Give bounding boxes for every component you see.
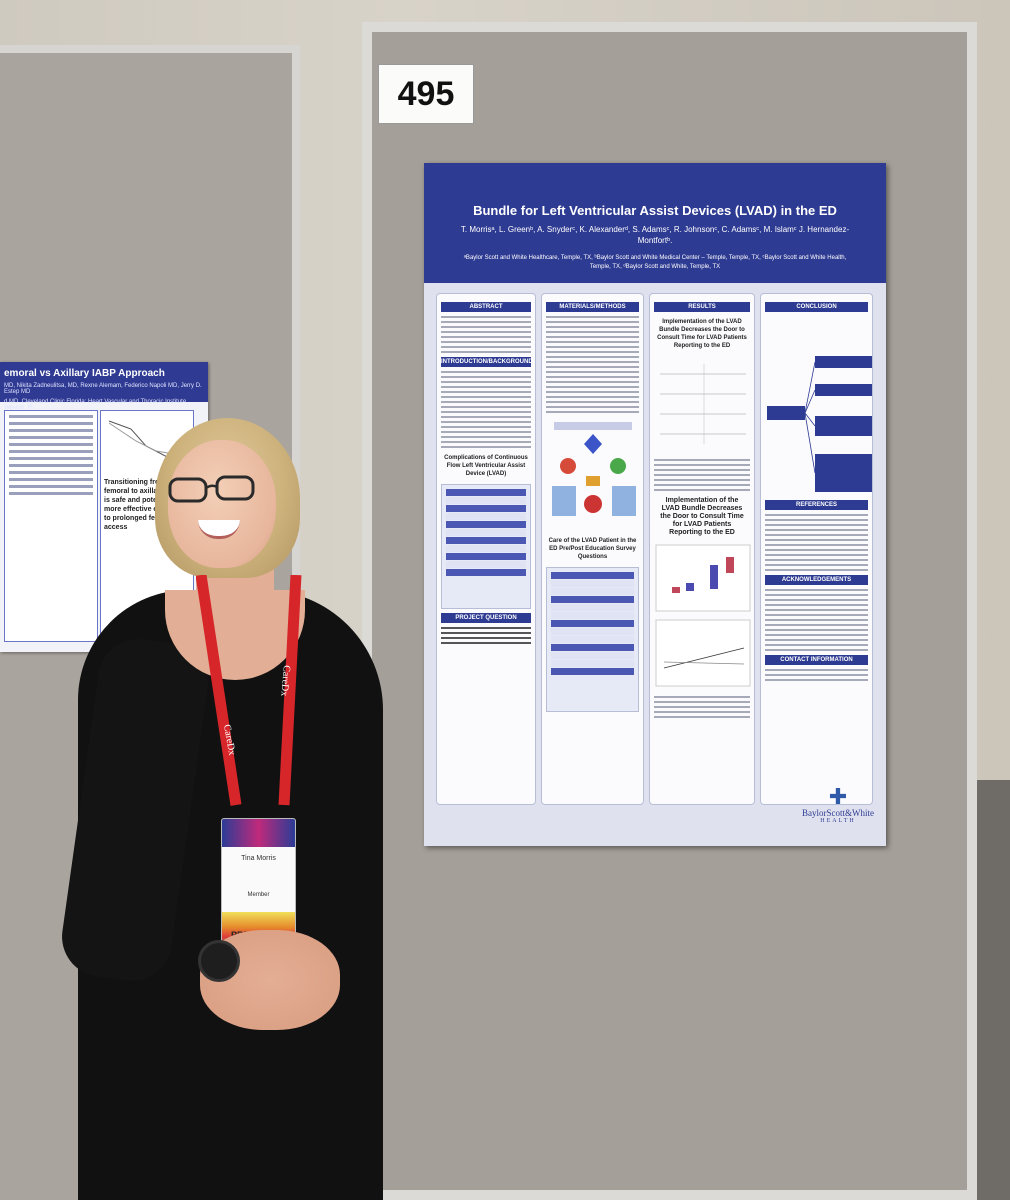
glasses-icon <box>168 475 255 503</box>
poster-body: ABSTRACT INTRODUCTION/BACKGROUND Complic… <box>424 283 886 846</box>
results-heading: RESULTS <box>654 302 750 312</box>
left-poster-title: emoral vs Axillary IABP Approach <box>4 368 165 379</box>
complications-heading: Complications of Continuous Flow Left Ve… <box>444 455 528 477</box>
left-poster-header: emoral vs Axillary IABP Approach MD, Nik… <box>0 362 208 411</box>
left-poster-highlight: Transitioning from femoral to axillary I… <box>104 479 187 531</box>
contact-heading: CONTACT INFORMATION <box>765 655 868 665</box>
results-line-plot <box>655 619 751 687</box>
abstract-heading: ABSTRACT <box>441 302 531 312</box>
baylor-scott-white-logo: ✚ BaylorScott&White HEALTH <box>802 784 874 825</box>
poster-authors: T. Morrisᵃ, L. Greenᵇ, A. Snyderᶜ, K. Al… <box>460 225 850 245</box>
badge-role: Member <box>247 892 270 898</box>
care-heading: Care of the LVAD Patient in the ED Pre/P… <box>548 538 637 560</box>
acknowledgements-heading: ACKNOWLEDGEMENTS <box>765 575 868 585</box>
poster-header: Bundle for Left Ventricular Assist Devic… <box>424 163 886 283</box>
booth-number-card: 495 <box>378 64 474 124</box>
lanyard-text-right: CareDx <box>278 665 292 697</box>
watch-icon <box>198 940 240 982</box>
smile <box>198 520 240 539</box>
conclusion-diagram <box>765 316 872 496</box>
lanyard-text-left: CareDx <box>221 724 237 757</box>
poster-column-4: CONCLUSION REFERENCES ACKNOWLEDGEMENTS C… <box>760 293 873 805</box>
results-box-plot <box>655 544 751 612</box>
lvad-poster: Bundle for Left Ventricular Assist Devic… <box>424 163 886 846</box>
results-subheading-1: Implementation of the LVAD Bundle Decrea… <box>657 319 747 349</box>
lanyard: CareDx CareDx <box>196 575 302 806</box>
poster-column-1: ABSTRACT INTRODUCTION/BACKGROUND Complic… <box>436 293 536 805</box>
left-poster-column <box>4 410 98 642</box>
face <box>168 440 276 568</box>
badge-name: Tina Morris <box>241 855 276 862</box>
complications-table <box>441 484 531 609</box>
conclusion-heading: CONCLUSION <box>765 302 868 312</box>
logo-line-1: BaylorScott&White <box>802 808 874 818</box>
intro-heading: INTRODUCTION/BACKGROUND <box>441 357 533 367</box>
logo-line-2: HEALTH <box>820 818 856 824</box>
cross-logo-icon: ✚ <box>828 784 848 809</box>
survey-table <box>546 567 639 712</box>
poster-column-3: RESULTS Implementation of the LVAD Bundl… <box>649 293 755 805</box>
poster-title: Bundle for Left Ventricular Assist Devic… <box>473 203 837 218</box>
left-poster-authors: MD, Nikita Zadneulitsa, MD, Rexne Alemam… <box>4 383 202 395</box>
poster-affiliations: ᵃBaylor Scott and White Healthcare, Temp… <box>463 255 847 270</box>
methods-flowchart <box>552 422 636 516</box>
results-forest-plot <box>660 364 746 444</box>
methods-heading: MATERIALS/METHODS <box>546 302 639 312</box>
project-question-heading: PROJECT QUESTION <box>441 613 531 623</box>
poster-column-2: MATERIALS/METHODS Care of the LVAD Patie… <box>541 293 644 805</box>
floor <box>975 780 1010 1200</box>
badge-header <box>222 819 295 847</box>
results-subheading-2: Implementation of the LVAD Bundle Decrea… <box>660 497 744 536</box>
references-heading: REFERENCES <box>765 500 868 510</box>
left-poster-affiliation: d MD, Cleveland Clinic Florida; Heart Va… <box>4 399 188 411</box>
